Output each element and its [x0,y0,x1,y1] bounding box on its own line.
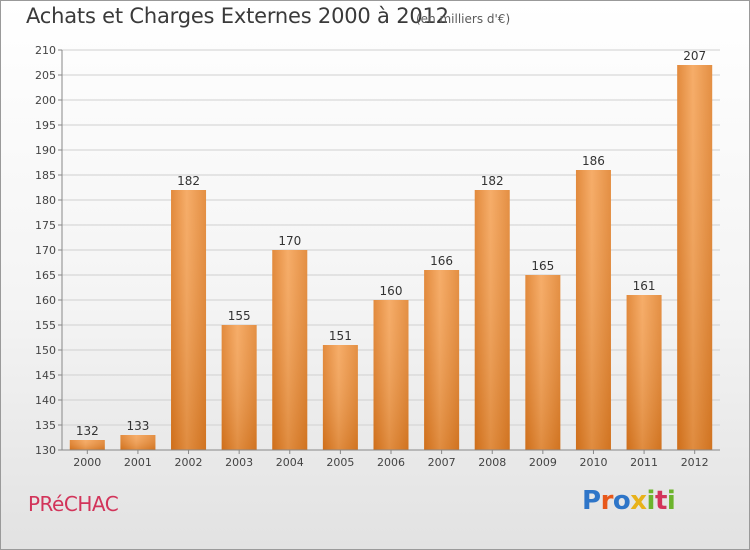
y-tick-label: 160 [35,294,56,307]
x-tick-label: 2009 [529,456,557,469]
value-label: 133 [126,419,149,433]
y-tick-label: 135 [35,419,56,432]
x-tick-label: 2003 [225,456,253,469]
y-axis-ticks: 130 135 140 145 150 155 160 165 170 175 180 185 190 1… [35,44,62,457]
bar-shade [424,270,460,450]
x-tick-label: 2008 [478,456,506,469]
y-tick-label: 150 [35,344,56,357]
bar-shade [322,345,358,450]
bar-shade [272,250,308,450]
value-label: 207 [683,49,706,63]
logo-letter: t [654,486,667,516]
value-label: 186 [582,154,605,168]
value-label: 170 [278,234,301,248]
bar-shade [626,295,662,450]
proxiti-logo: Proxiti [582,486,676,516]
logo-letter: i [666,486,676,516]
value-label: 151 [329,329,352,343]
y-tick-label: 200 [35,94,56,107]
value-label: 160 [380,284,403,298]
value-label: 161 [633,279,656,293]
x-tick-label: 2004 [276,456,304,469]
y-tick-label: 140 [35,394,56,407]
logo-letter: o [612,486,631,516]
x-tick-label: 2010 [579,456,607,469]
y-tick-label: 210 [35,44,56,57]
y-tick-label: 205 [35,69,56,82]
x-tick-label: 2006 [377,456,405,469]
x-tick-label: 2005 [326,456,354,469]
logo-letter: r [600,486,614,516]
bar-shade [575,170,611,450]
logo-letter: x [630,486,647,516]
x-tick-label: 2011 [630,456,658,469]
bar-shade [221,325,257,450]
x-axis-ticks: 2000 2001 2002 2003 2004 2005 2006 2007 2008 2009… [73,450,709,469]
value-label: 182 [481,174,504,188]
value-label: 165 [531,259,554,273]
y-tick-label: 165 [35,269,56,282]
bar-shade [474,190,510,450]
x-tick-label: 2000 [73,456,101,469]
bar-shade [525,275,561,450]
y-tick-label: 190 [35,144,56,157]
x-tick-label: 2012 [681,456,709,469]
bar-shade [69,440,105,450]
logo-letter: P [582,486,601,516]
value-label: 182 [177,174,200,188]
chart-subtitle: (en milliers d'€) [416,12,511,26]
y-tick-label: 180 [35,194,56,207]
value-labels: 132 133 182 155 170 151 160 166 182 165 186 161 207 [76,49,706,438]
place-name: PRéCHAC [28,492,119,516]
value-label: 155 [228,309,251,323]
value-label: 166 [430,254,453,268]
bar-shade [171,190,207,450]
bar-shade [373,300,409,450]
bar-shade [120,435,156,450]
bars [69,65,713,450]
x-tick-label: 2002 [175,456,203,469]
bar-shade [677,65,713,450]
x-tick-label: 2001 [124,456,152,469]
value-label: 132 [76,424,99,438]
y-tick-label: 130 [35,444,56,457]
y-tick-label: 175 [35,219,56,232]
y-tick-label: 185 [35,169,56,182]
chart-title: Achats et Charges Externes 2000 à 2012 [26,4,449,28]
y-tick-label: 195 [35,119,56,132]
y-tick-label: 155 [35,319,56,332]
y-tick-label: 170 [35,244,56,257]
axes [61,50,720,451]
x-tick-label: 2007 [428,456,456,469]
y-tick-label: 145 [35,369,56,382]
logo-letter: i [646,486,656,516]
